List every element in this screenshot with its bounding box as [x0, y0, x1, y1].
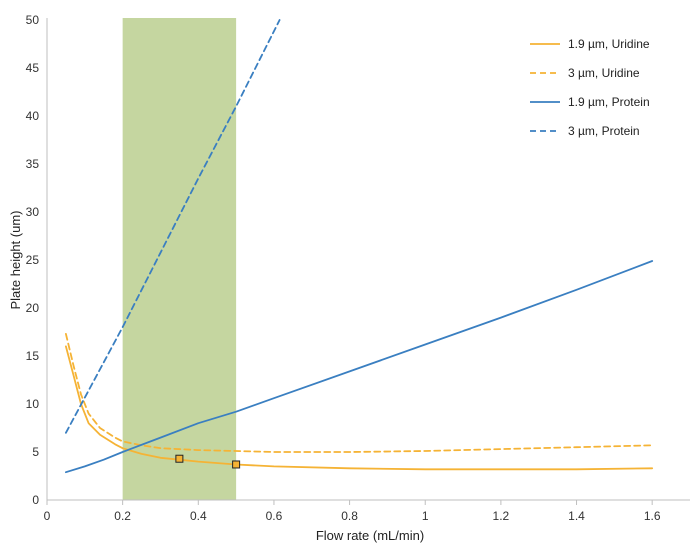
y-tick-label: 15 [26, 349, 40, 363]
x-axis-title: Flow rate (mL/min) [316, 528, 424, 543]
x-tick-label: 0.2 [114, 509, 131, 523]
series-line-3 [65, 260, 654, 474]
y-tick-label: 10 [26, 397, 40, 411]
data-marker [175, 454, 184, 463]
x-tick-label: 0 [44, 509, 51, 523]
x-tick-label: 0.6 [266, 509, 283, 523]
legend-label: 3 µm, Uridine [568, 66, 640, 80]
y-tick-label: 0 [32, 493, 39, 507]
y-tick-label: 20 [26, 301, 40, 315]
y-tick-label: 30 [26, 205, 40, 219]
y-tick-label: 5 [32, 445, 39, 459]
y-tick-label: 25 [26, 253, 40, 267]
series-line-4 [65, 19, 281, 434]
x-axis-ticks: 0 0.2 0.4 0.6 0.8 1 1.2 1.4 1.6 [44, 500, 661, 523]
legend-label: 1.9 µm, Uridine [568, 37, 650, 51]
y-axis-title: Plate height (um) [8, 211, 23, 310]
legend-label: 3 µm, Protein [568, 124, 640, 138]
series-lines [65, 19, 654, 474]
legend-label: 1.9 µm, Protein [568, 95, 650, 109]
x-tick-label: 1.4 [568, 509, 585, 523]
x-tick-label: 0.8 [341, 509, 358, 523]
legend: 1.9 µm, Uridine 3 µm, Uridine 1.9 µm, Prot… [530, 37, 650, 138]
y-tick-label: 45 [26, 61, 40, 75]
y-tick-label: 35 [26, 157, 40, 171]
y-tick-label: 50 [26, 13, 40, 27]
y-tick-label: 40 [26, 109, 40, 123]
x-tick-label: 1.2 [493, 509, 510, 523]
x-tick-label: 0.4 [190, 509, 207, 523]
data-markers [175, 454, 241, 469]
series-line-2 [65, 332, 654, 453]
shaded-region [122, 18, 237, 500]
x-tick-label: 1 [422, 509, 429, 523]
data-marker [232, 460, 241, 469]
x-tick-label: 1.6 [644, 509, 661, 523]
y-axis-ticks: 0 5 10 15 20 25 30 35 40 45 50 [26, 13, 40, 507]
series-line-1 [65, 345, 654, 471]
